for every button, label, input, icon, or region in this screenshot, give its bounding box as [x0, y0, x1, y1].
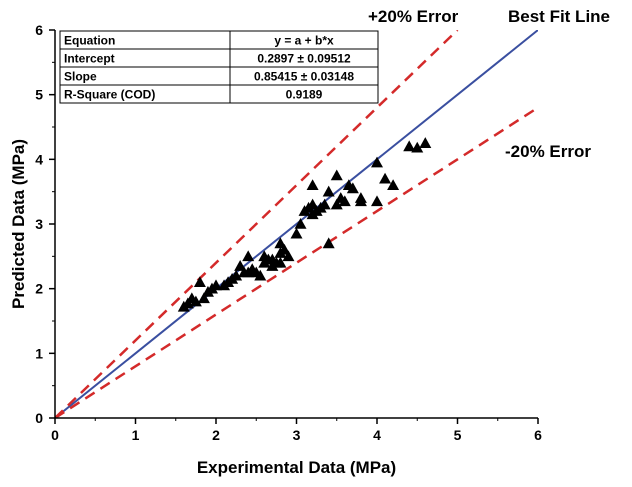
y-tick-label: 2: [35, 281, 43, 297]
data-point: [322, 237, 335, 249]
data-point: [322, 185, 335, 197]
data-point: [274, 256, 287, 268]
data-point: [234, 260, 247, 271]
data-point: [346, 182, 359, 194]
data-point: [330, 198, 343, 210]
data-points: [177, 137, 432, 312]
stats-table-key: R-Square (COD): [64, 88, 155, 102]
y-tick-label: 0: [35, 410, 43, 426]
data-point: [354, 192, 367, 203]
data-point: [294, 218, 307, 229]
stats-table: Equation y = a + b*x Intercept 0.2897 ± 0.0…: [59, 30, 379, 104]
y-tick-label: 3: [35, 216, 43, 232]
best-fit-line-label: Best Fit Line: [508, 7, 610, 26]
reference-lines: [55, 30, 538, 418]
y-tick-label: 4: [35, 151, 43, 167]
x-tick-label: 5: [454, 427, 462, 443]
data-point: [282, 250, 295, 262]
data-point: [387, 179, 400, 190]
axes: [49, 29, 539, 424]
data-point: [411, 141, 424, 153]
20-error-line: [55, 106, 538, 418]
data-point: [318, 198, 331, 210]
y-tick-label: 1: [35, 345, 43, 361]
data-point: [330, 169, 343, 181]
stats-table-value: y = a + b*x: [274, 34, 334, 48]
data-point: [403, 140, 416, 152]
stats-table-value: 0.2897 ± 0.09512: [257, 52, 351, 66]
data-point: [419, 137, 432, 148]
data-point: [290, 227, 303, 239]
data-point: [210, 279, 222, 291]
minus-20-error-label: -20% Error: [505, 142, 591, 161]
stats-table-key: Slope: [64, 70, 97, 84]
data-point: [254, 269, 267, 281]
x-tick-label: 0: [51, 427, 59, 443]
data-point: [242, 250, 255, 262]
x-tick-label: 2: [212, 427, 220, 443]
20-error-line: [55, 30, 459, 418]
annotations: +20% Error Best Fit Line -20% Error: [368, 7, 610, 161]
data-point: [197, 292, 210, 304]
data-point: [274, 237, 287, 249]
y-axis-title: Predicted Data (MPa): [9, 139, 28, 309]
data-point: [278, 243, 291, 255]
best-fit-line-line: [55, 30, 538, 418]
x-tick-label: 4: [373, 427, 381, 443]
plus-20-error-label: +20% Error: [368, 7, 459, 26]
y-tick-label: 5: [35, 87, 43, 103]
data-point: [371, 195, 383, 207]
stats-table-key: Equation: [64, 34, 115, 48]
stats-table-value: 0.85415 ± 0.03148: [254, 70, 354, 84]
data-point: [338, 195, 351, 207]
y-tick-label: 6: [35, 22, 43, 38]
x-tick-label: 6: [534, 427, 542, 443]
x-tick-label: 3: [293, 427, 301, 443]
data-point: [379, 172, 392, 184]
data-point: [306, 179, 319, 190]
data-point: [193, 276, 206, 287]
data-point: [306, 198, 319, 210]
x-tick-label: 1: [132, 427, 140, 443]
tick-labels: 0 1 2 3 4 5 6 0 1 2 3 4 5 6: [35, 22, 542, 443]
data-point: [230, 269, 243, 281]
data-point: [371, 156, 383, 168]
stats-table-value: 0.9189: [286, 88, 323, 102]
data-point: [189, 295, 202, 307]
x-axis-title: Experimental Data (MPa): [197, 458, 396, 477]
stats-table-key: Intercept: [64, 52, 115, 66]
